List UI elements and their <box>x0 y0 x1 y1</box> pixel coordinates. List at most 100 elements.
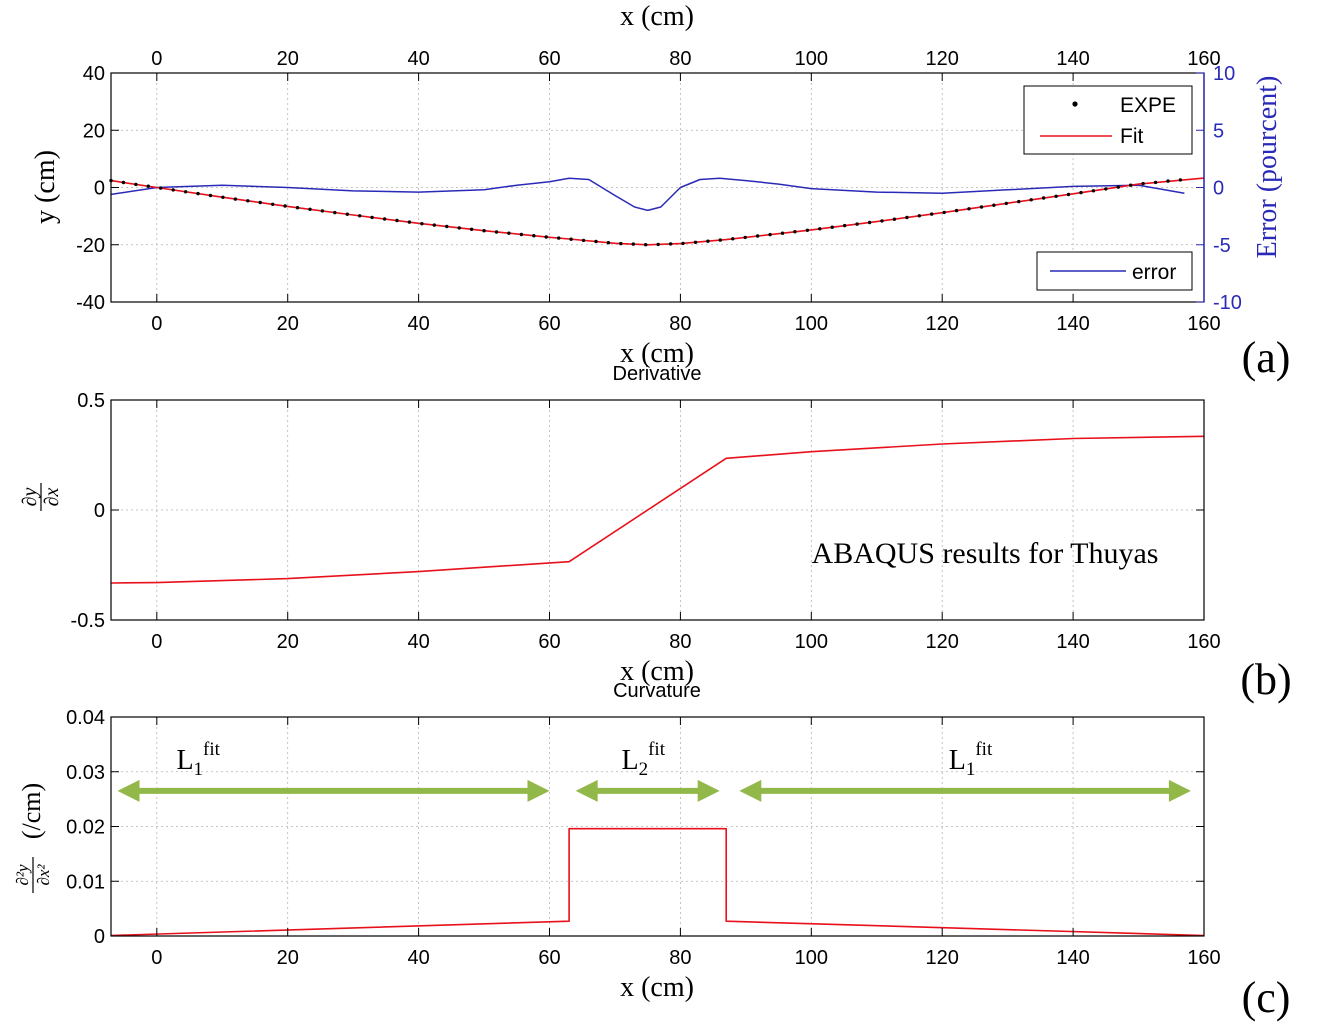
data-point-expe <box>992 203 996 207</box>
y-label-b-denominator: ∂x <box>41 488 63 507</box>
x-axis-label-b: x (cm) <box>620 656 694 687</box>
tick-label-x-top: 140 <box>1056 48 1089 70</box>
panel-label-c: (c) <box>1242 973 1291 1022</box>
data-point-expe <box>283 204 287 208</box>
tick-label-y: 0.01 <box>66 871 105 893</box>
tick-label-x: 140 <box>1056 313 1089 335</box>
data-point-expe <box>121 180 126 185</box>
data-point-expe <box>196 191 200 196</box>
data-point-expe <box>942 210 946 215</box>
x-axis-label-a: x (cm) <box>620 338 694 369</box>
data-point-expe <box>482 229 486 233</box>
data-point-expe <box>1091 189 1096 193</box>
data-point-expe <box>693 240 698 244</box>
data-point-expe <box>432 223 436 227</box>
tick-label-x: 160 <box>1187 631 1220 653</box>
tick-label-x: 40 <box>407 947 429 969</box>
data-point-expe <box>855 222 859 226</box>
tick-label-y: -20 <box>76 235 105 257</box>
region-label: L2fit <box>622 739 666 780</box>
data-point-expe <box>1079 190 1083 195</box>
tick-label-x: 120 <box>926 631 959 653</box>
y-axis-label-b: ∂y ∂x <box>19 483 63 511</box>
data-point-expe <box>768 232 772 237</box>
panel-c: 0 20 40 60 80 100 120 140 160 0 0.01 0.02 0.03 0.04 L… <box>13 680 1290 1022</box>
tick-label-x: 20 <box>277 631 299 653</box>
data-point-expe <box>1178 178 1183 182</box>
data-point-expe <box>967 207 971 211</box>
x-axis-top-label-a: x (cm) <box>620 1 694 32</box>
legend-box-a <box>1023 85 1193 155</box>
series-line-derivative <box>110 435 1205 584</box>
data-point-expe <box>718 238 722 242</box>
data-point-expe <box>830 225 834 229</box>
tick-label-x: 120 <box>926 947 959 969</box>
data-point-expe <box>979 205 984 209</box>
tick-label-x: 20 <box>277 947 299 969</box>
data-point-expe <box>382 217 387 221</box>
chart-title-b: Derivative <box>613 363 702 385</box>
data-point-expe <box>519 232 524 237</box>
region-arrowhead-left <box>575 779 598 802</box>
data-point-expe <box>644 243 648 247</box>
tick-label-x: 80 <box>669 631 691 653</box>
data-point-expe <box>407 220 412 224</box>
data-point-expe <box>1041 196 1046 200</box>
data-point-expe <box>507 231 511 235</box>
data-point-expe <box>581 238 586 243</box>
data-point-expe <box>780 231 785 235</box>
series-line-curvature <box>110 827 1205 937</box>
plot-area-a <box>109 177 1205 247</box>
tick-label-y: 0.5 <box>77 390 105 412</box>
grid-b <box>111 399 1205 621</box>
tick-label-y-right: -5 <box>1213 235 1231 257</box>
tick-label-x-top: 100 <box>795 48 828 70</box>
tick-label-y-right: 10 <box>1213 63 1235 85</box>
tick-label-x: 0 <box>151 313 162 335</box>
tick-label-x-top: 160 <box>1187 48 1220 70</box>
region-arrowhead-left <box>117 779 140 802</box>
tick-label-y: 20 <box>83 120 105 142</box>
tick-label-x: 120 <box>926 313 959 335</box>
data-point-expe <box>221 195 225 199</box>
data-point-expe <box>557 236 561 240</box>
data-point-expe <box>954 208 959 213</box>
tick-label-y-right: -10 <box>1213 292 1242 314</box>
tick-label-x-top: 20 <box>277 48 299 70</box>
data-point-expe <box>258 200 262 205</box>
data-point-expe <box>755 234 760 238</box>
y-label-c-numerator: ∂²y <box>13 864 32 885</box>
panel-label-a: (a) <box>1242 333 1291 382</box>
series-line-error <box>110 177 1185 212</box>
data-point-expe <box>295 206 300 210</box>
data-point-expe <box>494 230 499 234</box>
region-arrowhead-left <box>739 779 762 802</box>
ticks-c: 0 20 40 60 80 100 120 140 160 0 0.01 0.02 0.03 0.04 <box>66 707 1221 969</box>
tick-label-x: 140 <box>1056 947 1089 969</box>
data-point-expe <box>619 241 623 246</box>
data-point-expe <box>656 242 660 247</box>
tick-label-x: 80 <box>669 947 691 969</box>
data-point-expe <box>469 227 474 231</box>
data-point-expe <box>743 235 747 240</box>
data-point-expe <box>1004 201 1008 206</box>
data-point-expe <box>793 230 797 234</box>
data-point-expe <box>358 214 362 218</box>
data-point-expe <box>930 212 934 216</box>
data-point-expe <box>569 237 573 241</box>
data-point-expe <box>445 224 449 229</box>
data-point-expe <box>892 217 897 221</box>
data-point-expe <box>370 215 374 220</box>
tick-label-x: 0 <box>151 631 162 653</box>
data-point-expe <box>631 242 635 246</box>
tick-label-y: -0.5 <box>71 610 105 632</box>
tick-label-x: 140 <box>1056 631 1089 653</box>
data-point-expe <box>171 188 175 192</box>
region-label: L1fit <box>176 739 220 780</box>
data-point-expe <box>146 184 150 188</box>
y-axis-label-a: y (cm) <box>30 150 61 224</box>
chart-title-c: Curvature <box>613 680 701 702</box>
data-point-expe <box>271 202 275 206</box>
tick-label-x: 0 <box>151 947 162 969</box>
tick-label-y: 0 <box>94 178 105 200</box>
